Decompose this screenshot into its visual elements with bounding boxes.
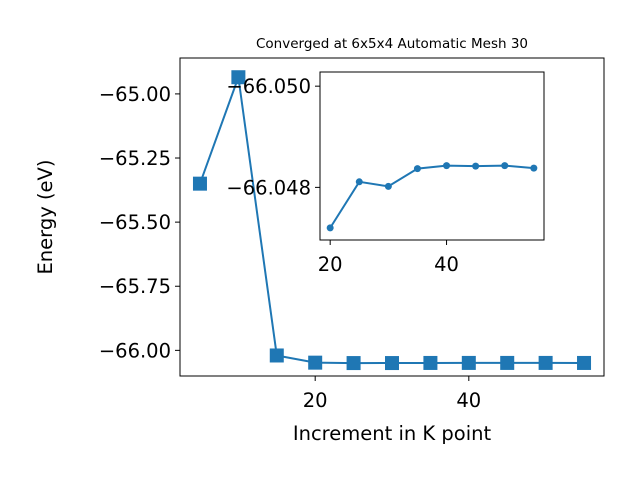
inset-data-point xyxy=(326,224,334,232)
inset-background xyxy=(320,72,544,240)
main-data-point xyxy=(385,356,399,371)
inset-data-point xyxy=(413,165,421,173)
main-data-point xyxy=(538,355,553,370)
inset-axes-frame xyxy=(319,71,545,241)
inset-data-point xyxy=(384,182,392,190)
inset-x-tick-label: 40 xyxy=(434,253,459,276)
main-data-point xyxy=(577,355,592,370)
main-data-point xyxy=(231,70,246,85)
inset-x-ticks: 20 40 xyxy=(318,240,459,276)
main-x-ticks: 20 40 xyxy=(303,376,481,412)
chart-title: Converged at 6x5x4 Automatic Mesh 30 xyxy=(256,36,528,52)
main-y-tick-label: −65.00 xyxy=(99,83,171,106)
inset-y-tick-label: −66.048 xyxy=(226,176,311,199)
inset-series-line xyxy=(329,164,534,229)
main-y-ticks: −65.00 −65.25 −65.50 −65.75 −66.00 xyxy=(99,83,180,362)
main-y-tick-label: −66.00 xyxy=(99,339,171,362)
main-axes: 20 40 −65.00−65.25−65.50−65.75−66.00 Conv… xyxy=(34,36,605,445)
inset-series xyxy=(326,162,538,232)
inset-data-point xyxy=(530,164,538,172)
main-y-tick-label: −65.25 xyxy=(99,147,171,170)
main-x-tick-label: 40 xyxy=(456,389,481,412)
inset-y-tick-label: −66.050 xyxy=(226,75,311,98)
main-data-point xyxy=(269,348,284,363)
inset-data-point xyxy=(472,162,480,170)
x-axis-label: Increment in K point xyxy=(293,422,492,445)
inset-x-tick-label: 20 xyxy=(318,253,343,276)
main-y-tick-label: −65.50 xyxy=(99,211,171,234)
inset-data-point xyxy=(501,162,509,170)
inset-data-point xyxy=(355,178,363,186)
main-data-point xyxy=(423,355,438,370)
inset-y-ticks: −66.048 −66.050 xyxy=(226,75,320,199)
main-data-point xyxy=(308,355,323,370)
main-axes-frame xyxy=(179,57,605,377)
main-data-point xyxy=(500,355,515,370)
main-y-tick-label: −65.75 xyxy=(99,275,171,298)
main-data-point xyxy=(192,176,207,191)
main-series xyxy=(192,70,592,371)
y-axis-label: Energy (eV) xyxy=(34,159,57,274)
main-data-point xyxy=(461,355,476,370)
main-data-point xyxy=(346,356,361,371)
inset-data-point xyxy=(443,162,451,170)
main-x-tick-label: 20 xyxy=(303,389,328,412)
inset-axes: 20 40 −66.048−66.050 xyxy=(226,71,545,276)
